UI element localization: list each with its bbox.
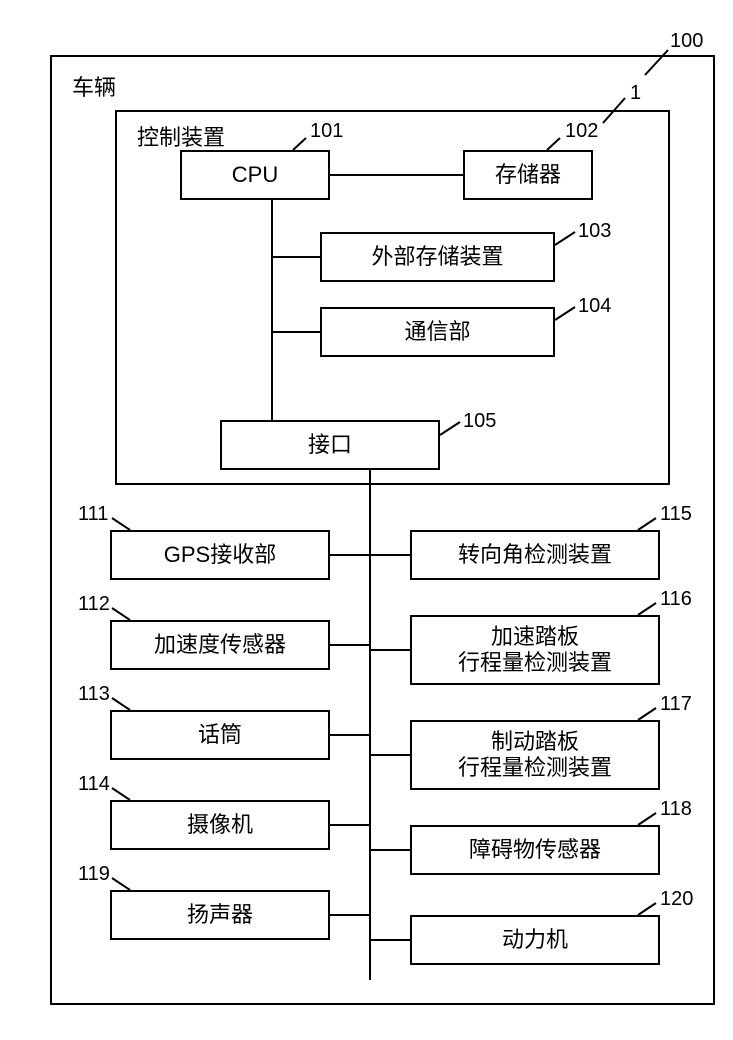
interface-box: 接口: [220, 420, 440, 470]
accel-pedal-text: 加速踏板 行程量检测装置: [458, 624, 612, 677]
cpu-text: CPU: [232, 162, 278, 188]
controller-label: 控制装置: [135, 120, 227, 152]
comm-number: 104: [578, 295, 611, 318]
mic-box: 话筒: [110, 710, 330, 760]
accel-pedal-box: 加速踏板 行程量检测装置: [410, 615, 660, 685]
accel-sensor-number: 112: [78, 593, 110, 616]
cpu-box: CPU: [180, 150, 330, 200]
obstacle-sensor-box: 障碍物传感器: [410, 825, 660, 875]
obstacle-sensor-text: 障碍物传感器: [469, 837, 601, 863]
accel-sensor-box: 加速度传感器: [110, 620, 330, 670]
speaker-text: 扬声器: [187, 902, 253, 928]
mic-text: 话筒: [198, 722, 242, 748]
accel-pedal-number: 116: [660, 588, 692, 611]
engine-number: 120: [660, 888, 693, 911]
engine-box: 动力机: [410, 915, 660, 965]
camera-number: 114: [78, 773, 110, 796]
camera-text: 摄像机: [187, 812, 253, 838]
gps-box: GPS接收部: [110, 530, 330, 580]
mic-number: 113: [78, 683, 110, 706]
diagram-canvas: 车辆 100 控制装置 1 CPU 101 存储器 102 外部存储装置 103…: [20, 20, 733, 1020]
comm-text: 通信部: [404, 319, 470, 345]
steering-angle-box: 转向角检测装置: [410, 530, 660, 580]
interface-text: 接口: [308, 432, 352, 458]
gps-text: GPS接收部: [164, 542, 276, 568]
obstacle-sensor-number: 118: [660, 798, 692, 821]
speaker-box: 扬声器: [110, 890, 330, 940]
brake-pedal-box: 制动踏板 行程量检测装置: [410, 720, 660, 790]
memory-box: 存储器: [463, 150, 593, 200]
camera-box: 摄像机: [110, 800, 330, 850]
extstorage-box: 外部存储装置: [320, 232, 555, 282]
steering-angle-number: 115: [660, 503, 692, 526]
gps-number: 111: [78, 503, 108, 526]
controller-number: 1: [630, 82, 641, 105]
extstorage-text: 外部存储装置: [371, 244, 503, 270]
memory-text: 存储器: [495, 162, 561, 188]
vehicle-number: 100: [670, 30, 703, 53]
speaker-number: 119: [78, 863, 110, 886]
cpu-number: 101: [310, 120, 343, 143]
interface-number: 105: [463, 410, 496, 433]
accel-sensor-text: 加速度传感器: [154, 632, 286, 658]
engine-text: 动力机: [502, 927, 568, 953]
steering-angle-text: 转向角检测装置: [458, 542, 612, 568]
memory-number: 102: [565, 120, 598, 143]
extstorage-number: 103: [578, 220, 611, 243]
vehicle-label: 车辆: [70, 70, 118, 102]
brake-pedal-number: 117: [660, 693, 692, 716]
comm-box: 通信部: [320, 307, 555, 357]
brake-pedal-text: 制动踏板 行程量检测装置: [458, 729, 612, 782]
